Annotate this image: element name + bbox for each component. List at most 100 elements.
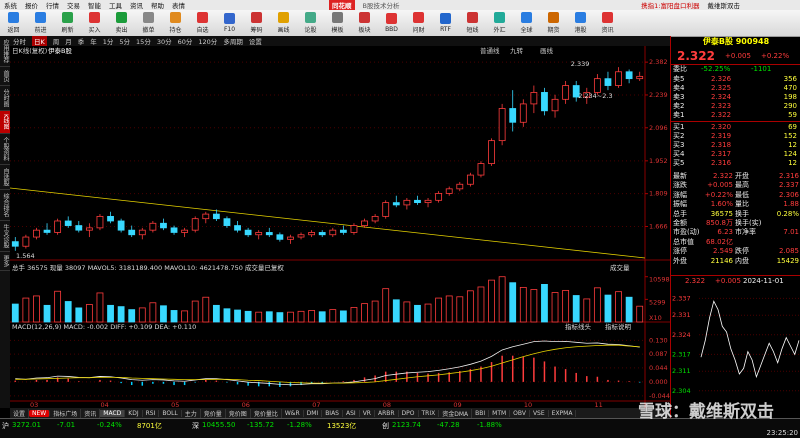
indicator-tab[interactable]: BBI bbox=[472, 409, 490, 417]
indicator-tab[interactable]: NEW bbox=[29, 409, 51, 417]
toolbar-button[interactable]: BBD bbox=[378, 10, 405, 36]
candle-body bbox=[488, 140, 495, 164]
period-tab[interactable]: 1分 bbox=[102, 38, 114, 46]
menu-item[interactable]: 资讯 bbox=[130, 2, 143, 10]
period-tab[interactable]: 多周期 bbox=[223, 38, 243, 46]
indicator-tab[interactable]: VSE bbox=[530, 409, 549, 417]
toolbar-button[interactable]: RTF bbox=[432, 10, 459, 36]
volume: 152 bbox=[783, 132, 797, 140]
toolbar-button[interactable]: F10 bbox=[216, 10, 243, 36]
indicator-tab[interactable]: MTM bbox=[489, 409, 511, 417]
period-tab[interactable]: 5分 bbox=[119, 38, 131, 46]
candle-body bbox=[128, 229, 136, 236]
toolbar-button[interactable]: 卖出 bbox=[108, 10, 135, 36]
indicator-tab[interactable]: 竞价图 bbox=[226, 408, 251, 418]
indicator-tab[interactable]: 资金DMA bbox=[439, 408, 473, 418]
indicator-tab[interactable]: TRIX bbox=[419, 409, 440, 417]
toolbar-button[interactable]: 画线 bbox=[270, 10, 297, 36]
sidebar-tab[interactable]: K线图 bbox=[0, 111, 10, 134]
indicator-tab[interactable]: ASI bbox=[343, 409, 360, 417]
period-tab[interactable]: 月 bbox=[65, 38, 72, 46]
menu-item[interactable]: 报价 bbox=[25, 2, 38, 10]
indicator-tab[interactable]: OBV bbox=[510, 409, 530, 417]
toolbar-button[interactable]: 期货 bbox=[540, 10, 567, 36]
toolbar-button[interactable]: 前进 bbox=[27, 10, 54, 36]
indicator-tab[interactable]: VR bbox=[360, 409, 375, 417]
indicator-tab[interactable]: MACD bbox=[100, 409, 126, 417]
menu-item[interactable]: 表情 bbox=[172, 2, 185, 10]
volume-bar bbox=[382, 288, 390, 323]
sidebar-tab[interactable]: 应用推荐 bbox=[0, 36, 10, 67]
indicator-tab[interactable]: BOLL bbox=[159, 409, 182, 417]
menu-item[interactable]: 帮助 bbox=[151, 2, 164, 10]
indicator-tab[interactable]: 设置 bbox=[10, 408, 30, 418]
menu-item[interactable]: 系统 bbox=[4, 2, 17, 10]
indicator-tab[interactable]: W&R bbox=[282, 409, 304, 417]
period-tab[interactable]: 30分 bbox=[156, 38, 172, 46]
price: 2.322 bbox=[711, 111, 732, 119]
y-tick-label: 10598 bbox=[649, 276, 670, 284]
period-tab[interactable]: 年 bbox=[90, 38, 97, 46]
volume-bar bbox=[551, 292, 559, 323]
indicator-tab[interactable]: 竞价量 bbox=[201, 408, 226, 418]
indicator-tab[interactable]: BIAS bbox=[322, 409, 343, 417]
chart-mode: 画线 bbox=[540, 46, 554, 55]
toolbar-button[interactable]: 自选 bbox=[189, 10, 216, 36]
menu-item[interactable]: 行情 bbox=[46, 2, 59, 10]
candle-body bbox=[615, 71, 622, 86]
sidebar-tab[interactable]: 首页 bbox=[0, 67, 10, 86]
toolbar-button[interactable]: 短线 bbox=[459, 10, 486, 36]
indicator-tab[interactable]: EXPMA bbox=[549, 409, 577, 417]
menu-right[interactable]: 戴维斯双击 bbox=[707, 2, 741, 10]
indicator-tab[interactable]: RSI bbox=[143, 409, 160, 417]
toolbar-button[interactable]: 论股 bbox=[297, 10, 324, 36]
period-tab[interactable]: 60分 bbox=[177, 38, 193, 46]
period-tab[interactable]: 分时 bbox=[13, 38, 26, 46]
menu-item[interactable]: 智能 bbox=[88, 2, 101, 10]
toolbar-button[interactable]: 港股 bbox=[567, 10, 594, 36]
toolbar-button[interactable]: 资讯 bbox=[594, 10, 621, 36]
period-tab[interactable]: 120分 bbox=[198, 38, 218, 46]
indicator-tab[interactable]: DMI bbox=[304, 409, 323, 417]
stat-label: 市净率 bbox=[735, 228, 756, 237]
toolbar-button[interactable]: 撤单 bbox=[135, 10, 162, 36]
toolbar-button[interactable]: 刷新 bbox=[54, 10, 81, 36]
toolbar-button[interactable]: 外汇 bbox=[486, 10, 513, 36]
indicator-tab[interactable]: 主力 bbox=[182, 408, 201, 418]
indicator-tab[interactable]: KDJ bbox=[125, 409, 143, 417]
toolbar-button[interactable]: 持仓 bbox=[162, 10, 189, 36]
toolbar-button[interactable]: 全球 bbox=[513, 10, 540, 36]
indicator-tab[interactable]: 竞价量比 bbox=[251, 408, 282, 418]
period-tab[interactable]: 季 bbox=[77, 38, 85, 46]
candle-body bbox=[509, 108, 517, 123]
stat-row: 涨幅 +0.22% 最低 2.306 bbox=[671, 191, 800, 200]
toolbar-button[interactable]: 买入 bbox=[81, 10, 108, 36]
toolbar-button[interactable]: 板块 bbox=[351, 10, 378, 36]
indicator-tab[interactable]: DPO bbox=[399, 409, 419, 417]
stat-value: 2.322 bbox=[712, 172, 733, 180]
indicator-tab[interactable]: ARBR bbox=[375, 409, 399, 417]
candle-body bbox=[498, 108, 506, 142]
toolbar-button[interactable]: 筹码 bbox=[243, 10, 270, 36]
toolbar-button[interactable]: 模板 bbox=[324, 10, 351, 36]
menu-item[interactable]: 交易 bbox=[67, 2, 80, 10]
sidebar-tab[interactable]: 自选股 bbox=[0, 165, 10, 190]
sidebar-tab[interactable]: 分时图 bbox=[0, 86, 10, 111]
menu-right[interactable]: 携指1:富阳盘口利器 bbox=[641, 2, 700, 10]
indicator-tab[interactable]: 资讯 bbox=[81, 408, 101, 418]
period-tab[interactable]: 周 bbox=[52, 38, 60, 46]
period-tab[interactable]: 日K bbox=[32, 36, 47, 46]
toolbar-button[interactable]: 问财 bbox=[405, 10, 432, 36]
sidebar-tab[interactable]: 牛叉诊股 bbox=[0, 221, 10, 252]
period-tab[interactable]: 设置 bbox=[248, 38, 262, 46]
period-tab[interactable]: 15分 bbox=[136, 38, 151, 46]
indicator-tab[interactable]: 指标广场 bbox=[50, 408, 82, 418]
macd-button: 指标线头 bbox=[565, 322, 592, 331]
stat-value: 68.02亿 bbox=[705, 237, 733, 246]
sidebar-tab[interactable]: 个股资料 bbox=[0, 134, 10, 165]
sidebar-tab[interactable]: 更多 bbox=[0, 252, 10, 271]
order-row: 卖2 2.323 290 bbox=[671, 102, 800, 111]
toolbar-button[interactable]: 返回 bbox=[0, 10, 27, 36]
sidebar-tab[interactable]: 综合排名 bbox=[0, 190, 10, 221]
menu-item[interactable]: 工具 bbox=[109, 2, 122, 10]
